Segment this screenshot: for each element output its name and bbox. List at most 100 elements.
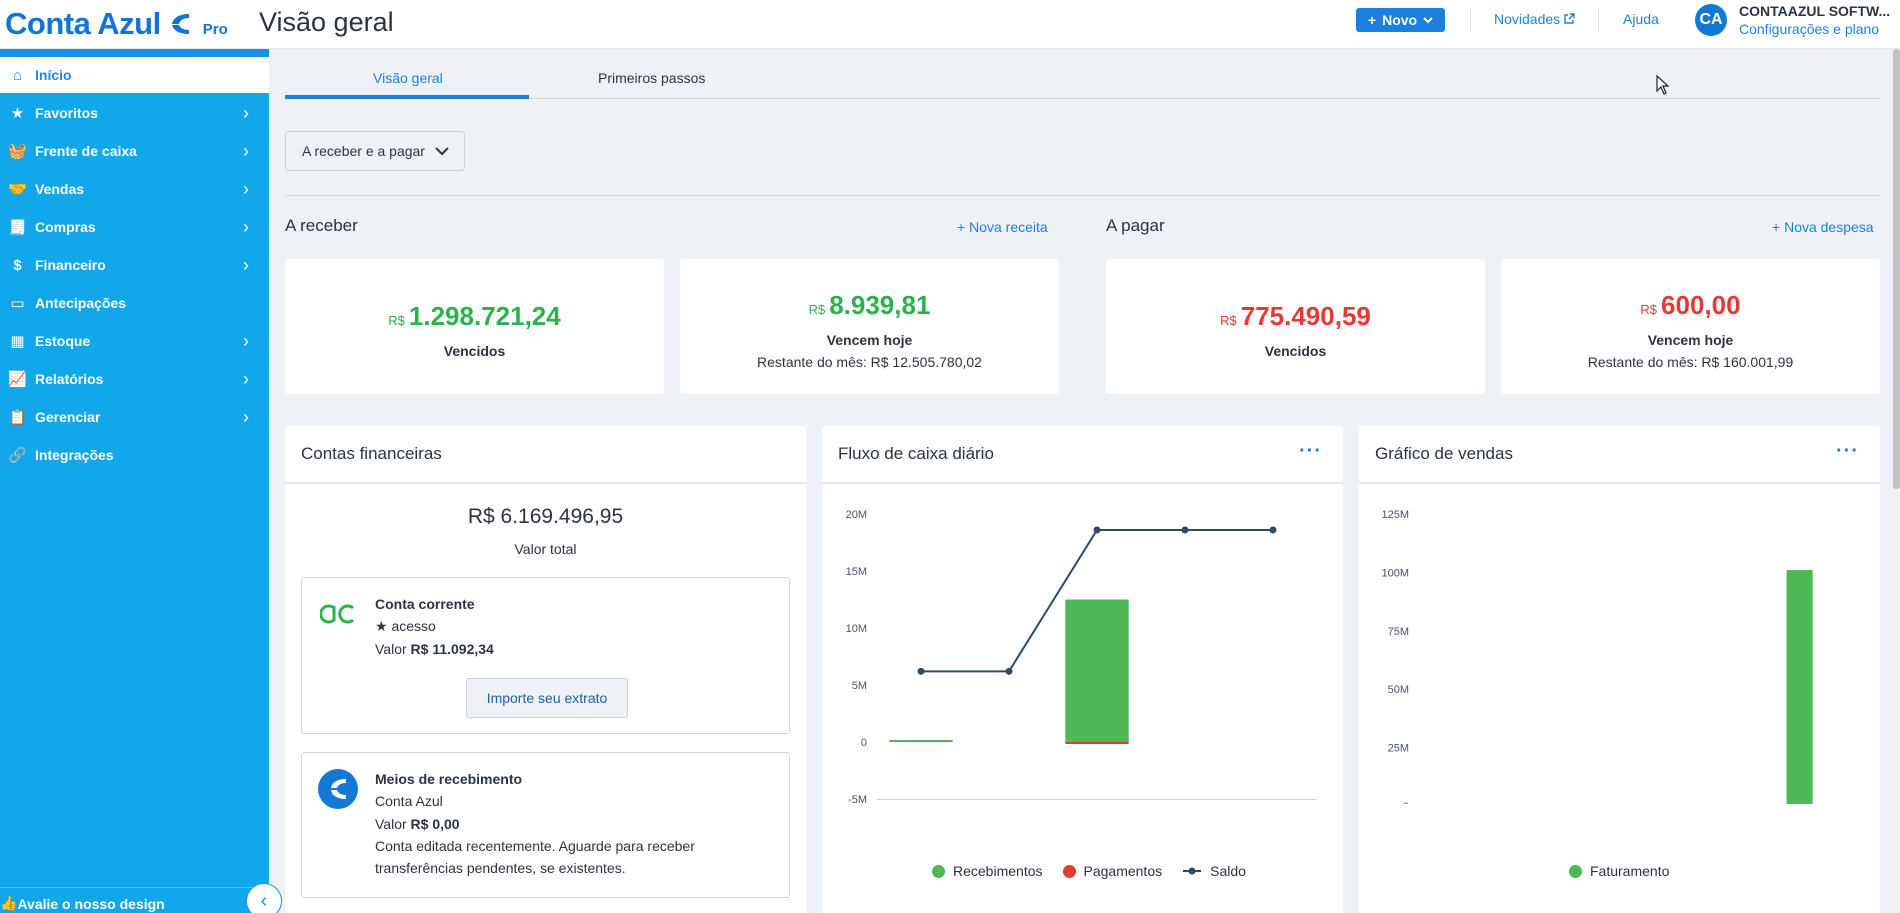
news-link[interactable]: Novidades	[1494, 11, 1575, 27]
legend-balance[interactable]: Saldo	[1210, 863, 1246, 879]
legend-payments[interactable]: Pagamentos	[1083, 863, 1163, 879]
payable-today-card[interactable]: R$ 600,00 Vencem hoje Restante do mês: R$…	[1501, 259, 1880, 394]
account-name: Conta corrente	[375, 596, 475, 612]
external-link-icon	[1564, 13, 1575, 24]
sidebar-item-frente-de-caixa[interactable]: 🧺 Frente de caixa ›	[0, 133, 269, 169]
sales-legend: Faturamento	[1569, 863, 1669, 879]
chevron-right-icon: ›	[243, 407, 249, 427]
feedback-label: Avalie o nosso design	[17, 895, 165, 912]
plan-badge: Pro	[202, 21, 228, 38]
new-income-label: Nova receita	[969, 219, 1048, 235]
amount: 8.939,81	[829, 290, 931, 320]
account-note: Conta editada recentemente. Aguarde para…	[375, 838, 695, 854]
payable-overdue-value: R$ 775.490,59	[1106, 301, 1485, 332]
sidebar-item-label: Financeiro	[35, 257, 106, 273]
news-link-label: Novidades	[1494, 11, 1561, 27]
new-button[interactable]: + Novo	[1356, 8, 1445, 32]
collapse-sidebar-button[interactable]: ‹	[246, 883, 282, 913]
logo-text: Conta Azul	[5, 6, 161, 41]
handshake-icon: 🤝	[8, 181, 27, 198]
acesso-logo-icon	[320, 604, 354, 624]
sidebar-item-vendas[interactable]: 🤝 Vendas ›	[0, 171, 269, 207]
tab-overview[interactable]: Visão geral	[373, 70, 443, 86]
sidebar-item-relat-rios[interactable]: 📈 Relatórios ›	[0, 361, 269, 397]
account-card[interactable]: Conta corrente ★ acesso Valor R$ 11.092,…	[301, 577, 790, 734]
sidebar-item-antecipa-es[interactable]: ▭ Antecipações	[0, 285, 269, 321]
tab-first-steps[interactable]: Primeiros passos	[598, 70, 706, 86]
receivable-overdue-value: R$ 1.298.721,24	[285, 301, 664, 332]
filter-dropdown[interactable]: A receber e a pagar	[285, 131, 465, 171]
receivable-title: A receber	[285, 216, 358, 235]
chevron-right-icon: ›	[243, 141, 249, 161]
filter-label: A receber e a pagar	[302, 143, 425, 159]
sales-chart: 125M100M75M50M25M0junjulagosetoutnovdezj…	[1381, 509, 1813, 804]
feedback-link[interactable]: 👍 Avalie o nosso design	[0, 887, 269, 913]
currency-symbol: R$	[808, 302, 826, 317]
tab-bar: Visão geral Primeiros passos	[285, 64, 1880, 99]
value-amount: R$ 0,00	[410, 816, 460, 832]
account-value: Valor R$ 11.092,34	[375, 641, 494, 657]
card-icon: ▭	[10, 295, 25, 312]
sales-menu-button[interactable]: ···	[1836, 440, 1859, 462]
y-tick-label: -5M	[848, 794, 867, 804]
payable-overdue-card[interactable]: R$ 775.490,59 Vencidos	[1106, 259, 1485, 394]
panel-divider	[1359, 482, 1880, 484]
sidebar-item-favoritos[interactable]: ★ Favoritos ›	[0, 95, 269, 131]
header-divider	[1470, 8, 1471, 32]
bar-pagamentos	[1065, 742, 1129, 744]
boxes-icon: ▦	[10, 333, 25, 350]
sidebar-item-compras[interactable]: 🧾 Compras ›	[0, 209, 269, 245]
new-income-link[interactable]: + Nova receita	[957, 219, 1048, 235]
legend-receipts[interactable]: Recebimentos	[953, 863, 1043, 879]
sidebar-top-stripe	[0, 49, 269, 57]
amount: 1.298.721,24	[408, 301, 561, 331]
sidebar: ⌂ Início ★ Favoritos › 🧺 Frente de caixa › 🤝 Vend…	[0, 49, 269, 913]
import-statement-button[interactable]: Importe seu extrato	[466, 678, 628, 718]
receivable-today-card[interactable]: R$ 8.939,81 Vencem hoje Restante do mês: …	[680, 259, 1059, 394]
sidebar-item-in-cio[interactable]: ⌂ Início	[0, 57, 269, 93]
legend-revenue[interactable]: Faturamento	[1590, 863, 1670, 879]
home-icon: ⌂	[12, 66, 23, 84]
help-link[interactable]: Ajuda	[1623, 11, 1659, 27]
receivable-today-label: Vencem hoje	[826, 332, 913, 348]
currency-symbol: R$	[1220, 313, 1237, 328]
cashflow-menu-button[interactable]: ···	[1299, 440, 1322, 462]
currency-symbol: R$	[1640, 302, 1658, 317]
settings-link[interactable]: Configurações e plano	[1739, 21, 1880, 37]
sidebar-item-gerenciar[interactable]: 📋 Gerenciar ›	[0, 399, 269, 435]
dollar-icon: $	[13, 256, 22, 274]
avatar[interactable]: CA	[1695, 4, 1727, 36]
receivable-remaining: Restante do mês: R$ 12.505.780,02	[757, 354, 982, 370]
value-label: Valor	[375, 641, 407, 657]
bar-recebimentos	[889, 740, 953, 742]
new-expense-link[interactable]: + Nova despesa	[1772, 219, 1874, 235]
clipboard-icon: 📋	[8, 409, 27, 426]
y-tick-label: 15M	[846, 566, 867, 578]
conta-azul-logo[interactable]: Conta Azul Pro	[5, 6, 228, 42]
y-tick-label: 50M	[1388, 684, 1409, 696]
chart-icon: 📈	[8, 371, 27, 388]
sidebar-item-integra-es[interactable]: 🔗 Integrações	[0, 437, 269, 473]
panel-title: Gráfico de vendas	[1375, 444, 1513, 463]
plus-icon: +	[1367, 12, 1377, 28]
receipt-icon: 🧾	[8, 219, 27, 236]
payable-today-value: R$ 600,00	[1501, 290, 1880, 321]
sidebar-item-estoque[interactable]: ▦ Estoque ›	[0, 323, 269, 359]
account-card[interactable]: Meios de recebimento Conta Azul Valor R$…	[301, 752, 790, 898]
sidebar-item-financeiro[interactable]: $ Financeiro ›	[0, 247, 269, 283]
sidebar-item-label: Favoritos	[35, 105, 99, 121]
sales-panel: Gráfico de vendas ··· 125M 100M 75M 50M 25M 0…	[1359, 426, 1880, 913]
plus-icon: +	[957, 219, 970, 235]
star-icon: ★	[375, 618, 392, 634]
account-name: Meios de recebimento	[375, 771, 523, 787]
account-bank: ★ acesso	[375, 618, 436, 635]
payable-overdue-label: Vencidos	[1264, 343, 1327, 359]
thumbs-up-icon: 👍	[0, 895, 18, 911]
point-saldo	[1181, 526, 1189, 534]
chevron-down-icon	[1423, 16, 1433, 23]
sidebar-item-label: Relatórios	[35, 371, 104, 387]
receivable-overdue-card[interactable]: R$ 1.298.721,24 Vencidos	[285, 259, 664, 394]
page-scrollbar[interactable]	[1893, 49, 1900, 489]
company-name[interactable]: CONTAAZUL SOFTW...	[1739, 3, 1891, 19]
